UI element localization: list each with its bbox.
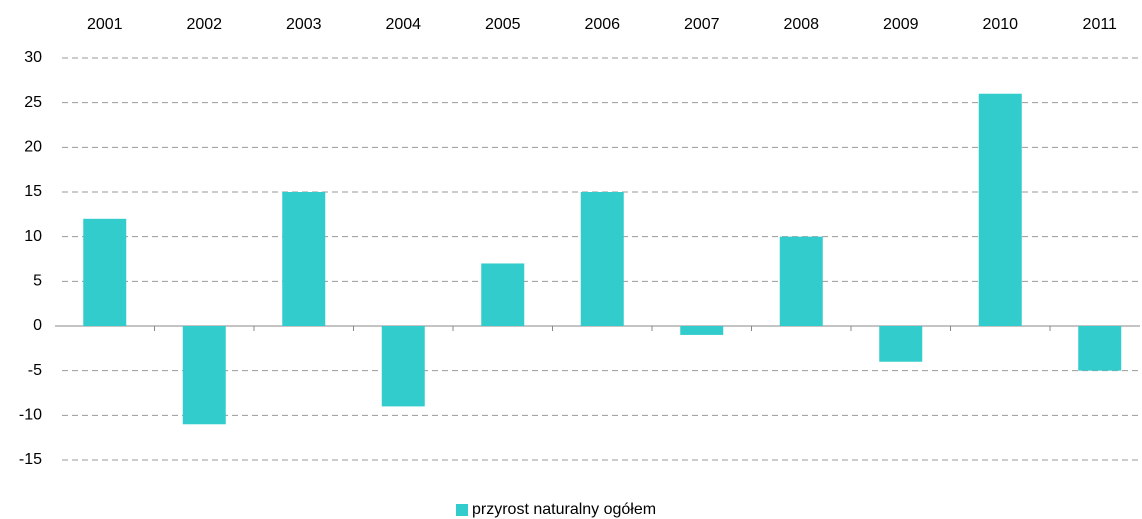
bar xyxy=(381,326,425,407)
x-tick-label: 2001 xyxy=(87,16,123,33)
y-tick-label: 30 xyxy=(24,49,42,66)
x-tick-label: 2002 xyxy=(186,16,222,33)
legend-label: przyrost naturalny ogółem xyxy=(472,501,656,518)
x-tick-label: 2005 xyxy=(485,16,521,33)
y-tick-label: 25 xyxy=(24,94,42,111)
x-tick-label: 2009 xyxy=(883,16,919,33)
bar xyxy=(779,236,823,326)
y-tick-label: -5 xyxy=(28,362,42,379)
bar xyxy=(1078,326,1122,371)
y-tick-label: 5 xyxy=(33,273,42,290)
bar xyxy=(83,218,127,326)
bar xyxy=(680,326,724,335)
y-tick-label: -15 xyxy=(19,451,42,468)
bar xyxy=(481,263,525,326)
bar xyxy=(879,326,923,362)
x-tick-label: 2006 xyxy=(584,16,620,33)
bar xyxy=(282,192,326,326)
legend-swatch xyxy=(456,504,468,516)
y-tick-label: 0 xyxy=(33,317,42,334)
x-tick-label: 2011 xyxy=(1083,16,1118,33)
x-tick-label: 2010 xyxy=(982,16,1018,33)
y-tick-label: 20 xyxy=(24,139,42,156)
bar xyxy=(182,326,226,425)
x-tick-label: 2004 xyxy=(385,16,421,33)
bar xyxy=(978,93,1022,326)
x-tick-label: 2008 xyxy=(783,16,819,33)
bar xyxy=(580,192,624,326)
y-tick-label: 10 xyxy=(24,228,42,245)
x-tick-label: 2003 xyxy=(286,16,322,33)
y-tick-label: -10 xyxy=(19,407,42,424)
x-tick-label: 2007 xyxy=(684,16,720,33)
y-tick-label: 15 xyxy=(24,183,42,200)
